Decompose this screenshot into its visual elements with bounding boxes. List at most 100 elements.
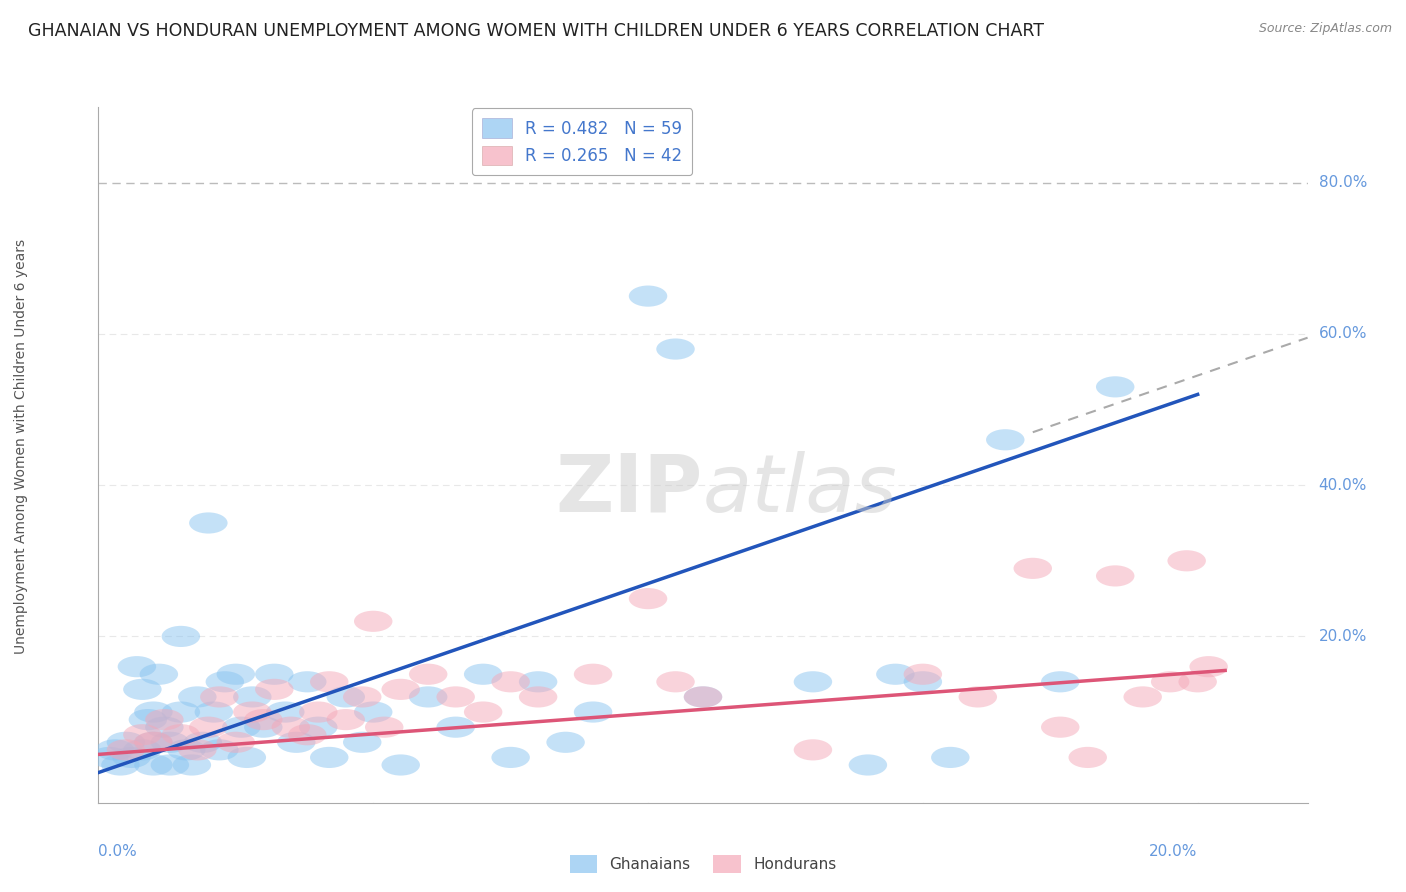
Ellipse shape: [200, 739, 239, 761]
Ellipse shape: [179, 686, 217, 707]
Text: atlas: atlas: [703, 450, 898, 529]
Ellipse shape: [492, 747, 530, 768]
Ellipse shape: [849, 755, 887, 775]
Ellipse shape: [205, 671, 245, 692]
Ellipse shape: [134, 731, 173, 753]
Ellipse shape: [162, 626, 200, 647]
Text: 20.0%: 20.0%: [1319, 629, 1367, 644]
Ellipse shape: [628, 285, 668, 307]
Ellipse shape: [366, 716, 404, 738]
Ellipse shape: [233, 686, 271, 707]
Ellipse shape: [343, 731, 381, 753]
Ellipse shape: [381, 755, 420, 775]
Ellipse shape: [1189, 657, 1227, 677]
Ellipse shape: [107, 739, 145, 761]
Text: 40.0%: 40.0%: [1319, 478, 1367, 492]
Ellipse shape: [217, 664, 254, 685]
Ellipse shape: [162, 724, 200, 746]
Ellipse shape: [574, 664, 612, 685]
Ellipse shape: [217, 731, 254, 753]
Ellipse shape: [184, 731, 222, 753]
Ellipse shape: [354, 611, 392, 632]
Ellipse shape: [657, 671, 695, 692]
Ellipse shape: [124, 679, 162, 700]
Ellipse shape: [683, 686, 723, 707]
Ellipse shape: [436, 686, 475, 707]
Ellipse shape: [288, 724, 326, 746]
Ellipse shape: [190, 716, 228, 738]
Ellipse shape: [876, 664, 914, 685]
Ellipse shape: [492, 671, 530, 692]
Ellipse shape: [162, 701, 200, 723]
Ellipse shape: [326, 686, 366, 707]
Ellipse shape: [254, 679, 294, 700]
Text: 0.0%: 0.0%: [98, 845, 138, 859]
Ellipse shape: [124, 724, 162, 746]
Ellipse shape: [1040, 671, 1080, 692]
Ellipse shape: [179, 739, 217, 761]
Ellipse shape: [245, 709, 283, 731]
Ellipse shape: [233, 701, 271, 723]
Text: 80.0%: 80.0%: [1319, 175, 1367, 190]
Ellipse shape: [271, 716, 311, 738]
Ellipse shape: [464, 701, 502, 723]
Ellipse shape: [1097, 376, 1135, 398]
Ellipse shape: [129, 709, 167, 731]
Ellipse shape: [794, 671, 832, 692]
Ellipse shape: [311, 747, 349, 768]
Ellipse shape: [519, 671, 557, 692]
Ellipse shape: [134, 701, 173, 723]
Ellipse shape: [1097, 566, 1135, 587]
Ellipse shape: [1123, 686, 1161, 707]
Ellipse shape: [173, 755, 211, 775]
Ellipse shape: [96, 739, 134, 761]
Ellipse shape: [436, 716, 475, 738]
Ellipse shape: [326, 709, 366, 731]
Ellipse shape: [150, 731, 190, 753]
Ellipse shape: [90, 747, 129, 768]
Ellipse shape: [519, 686, 557, 707]
Ellipse shape: [150, 755, 190, 775]
Ellipse shape: [277, 731, 315, 753]
Ellipse shape: [245, 716, 283, 738]
Legend: Ghanaians, Hondurans: Ghanaians, Hondurans: [564, 849, 842, 879]
Ellipse shape: [354, 701, 392, 723]
Text: Unemployment Among Women with Children Under 6 years: Unemployment Among Women with Children U…: [14, 238, 28, 654]
Ellipse shape: [574, 701, 612, 723]
Ellipse shape: [124, 739, 162, 761]
Ellipse shape: [794, 739, 832, 761]
Ellipse shape: [139, 664, 179, 685]
Ellipse shape: [547, 731, 585, 753]
Ellipse shape: [657, 338, 695, 359]
Ellipse shape: [986, 429, 1025, 450]
Ellipse shape: [254, 664, 294, 685]
Text: 60.0%: 60.0%: [1319, 326, 1367, 342]
Ellipse shape: [134, 755, 173, 775]
Ellipse shape: [145, 716, 184, 738]
Ellipse shape: [107, 731, 145, 753]
Ellipse shape: [134, 731, 173, 753]
Ellipse shape: [200, 686, 239, 707]
Ellipse shape: [1014, 558, 1052, 579]
Ellipse shape: [904, 664, 942, 685]
Ellipse shape: [101, 755, 139, 775]
Ellipse shape: [299, 701, 337, 723]
Ellipse shape: [381, 679, 420, 700]
Ellipse shape: [904, 671, 942, 692]
Text: 20.0%: 20.0%: [1149, 845, 1198, 859]
Text: GHANAIAN VS HONDURAN UNEMPLOYMENT AMONG WOMEN WITH CHILDREN UNDER 6 YEARS CORREL: GHANAIAN VS HONDURAN UNEMPLOYMENT AMONG …: [28, 22, 1045, 40]
Ellipse shape: [311, 671, 349, 692]
Ellipse shape: [299, 716, 337, 738]
Ellipse shape: [228, 747, 266, 768]
Ellipse shape: [194, 701, 233, 723]
Ellipse shape: [222, 716, 260, 738]
Ellipse shape: [628, 588, 668, 609]
Ellipse shape: [145, 709, 184, 731]
Ellipse shape: [112, 747, 150, 768]
Ellipse shape: [959, 686, 997, 707]
Ellipse shape: [1167, 550, 1206, 572]
Ellipse shape: [343, 686, 381, 707]
Ellipse shape: [1040, 716, 1080, 738]
Ellipse shape: [683, 686, 723, 707]
Ellipse shape: [409, 664, 447, 685]
